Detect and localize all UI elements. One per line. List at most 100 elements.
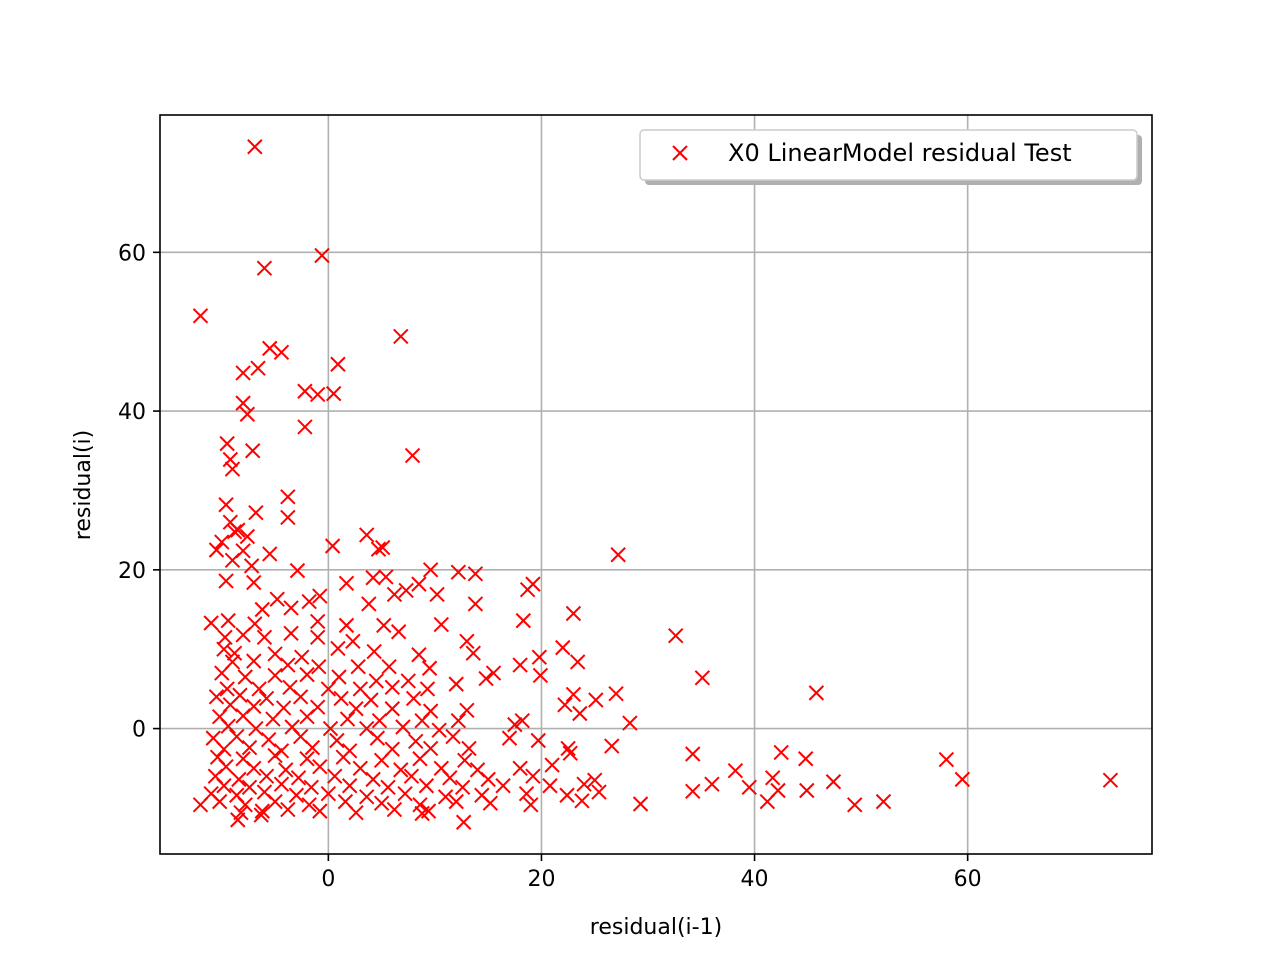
data-point [220,612,236,629]
data-point [322,720,339,737]
data-point [559,787,575,803]
data-point [480,771,496,788]
data-point [376,617,392,634]
data-point [542,778,558,794]
data-point [339,711,356,727]
data-point [192,308,209,324]
data-point [412,797,428,813]
data-point [237,669,253,685]
data-point [216,741,232,757]
data-point [345,633,361,649]
data-point [418,778,435,794]
data-point [408,733,424,749]
data-point [267,646,283,662]
y-tick-label: 60 [118,241,146,266]
data-point [309,386,326,403]
data-point [333,690,349,707]
data-point [341,778,358,794]
data-point [335,749,351,765]
data-point [386,586,403,603]
data-point [258,690,275,707]
plot-frame [159,114,1153,855]
data-point [301,797,317,813]
data-point [320,681,337,697]
legend-box [639,129,1138,181]
data-point [297,419,313,435]
data-point [622,715,638,731]
data-point [448,676,464,692]
data-point [278,762,294,778]
data-point [825,774,842,790]
data-point [478,670,494,687]
data-point [280,509,296,526]
data-point [192,797,209,813]
data-point [457,752,473,769]
data-point [299,666,315,683]
data-point [433,616,450,633]
data-point [251,681,267,697]
data-point [289,562,306,579]
data-point [429,586,445,603]
data-point [398,582,414,599]
data-point [531,649,548,665]
data-point [525,768,541,784]
data-point [704,776,720,792]
data-point [359,789,375,805]
data-point [330,640,346,657]
data-point [455,814,472,830]
data-point [312,588,328,604]
data-point [280,657,296,673]
data-point [218,497,234,513]
data-point [431,722,447,738]
data-point [454,779,471,796]
data-point [378,569,394,585]
data-point [591,784,607,800]
data-point [303,779,320,796]
data-point [588,692,604,708]
data-point [459,633,475,649]
data-point [256,629,273,646]
data-point [241,739,258,756]
data-point [250,360,266,376]
x-tick-label: 60 [954,867,982,892]
data-point [954,771,971,788]
data-point [565,686,582,703]
data-point [523,797,539,813]
data-point [847,797,863,813]
data-point [560,740,576,757]
data-point [412,751,428,767]
data-point [384,679,400,696]
y-axis-label: residual(i) [71,430,96,540]
data-point [235,365,251,381]
data-point [235,627,251,643]
data-point [283,600,299,616]
data-point [253,807,269,823]
data-point [514,712,530,729]
data-point [363,692,379,708]
data-point [390,624,407,640]
data-point [219,681,235,697]
data-point [329,732,345,749]
data-point [565,605,582,622]
data-point [608,685,624,702]
data-point [393,328,409,345]
data-point [414,805,430,822]
data-point [312,803,328,819]
x-axis-label: residual(i-1) [590,915,722,940]
data-point [373,795,390,811]
data-point [442,770,458,786]
data-point [241,779,258,796]
data-point [222,451,239,468]
data-point [459,702,475,719]
data-point [587,772,603,788]
data-point [395,719,411,735]
data-points [192,139,1119,830]
data-point [450,712,467,729]
data-point [254,803,270,819]
data-point [604,738,620,754]
data-point [269,591,285,607]
data-point [273,743,290,759]
data-point [288,787,305,803]
data-point [530,732,546,749]
